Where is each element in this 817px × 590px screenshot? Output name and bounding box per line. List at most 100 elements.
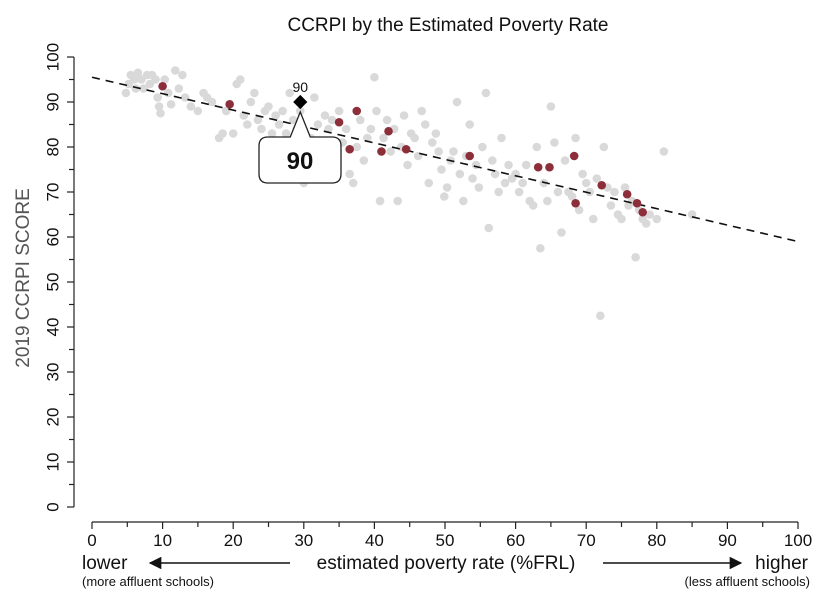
x-axis: 0 10 20 30 40 50 60 70 80 90 100 — [87, 521, 812, 550]
data-point — [264, 102, 273, 111]
data-point — [641, 219, 651, 228]
data-point — [403, 160, 412, 170]
data-point — [532, 142, 542, 152]
highlighted-data-point — [352, 106, 362, 116]
data-point — [606, 201, 616, 210]
data-point — [221, 106, 231, 116]
data-point — [163, 88, 173, 98]
data-point — [620, 183, 630, 192]
highlighted-data-point — [632, 198, 642, 208]
y-tick-label: 100 — [43, 43, 62, 71]
x-tick-label: 60 — [506, 531, 525, 550]
data-point — [599, 142, 609, 152]
data-point — [465, 120, 475, 129]
x-tick-label: 10 — [153, 531, 172, 550]
data-point — [455, 169, 465, 179]
data-point — [235, 75, 245, 84]
data-point — [186, 102, 196, 111]
data-point — [468, 174, 477, 183]
lower-note: (more affluent schools) — [82, 574, 214, 589]
data-point — [478, 142, 487, 152]
highlighted-data-point — [597, 180, 607, 190]
data-point — [567, 192, 577, 201]
data-point — [359, 156, 369, 165]
data-point — [488, 156, 497, 165]
school-callout: 90 90 — [258, 79, 342, 184]
data-point — [417, 106, 427, 116]
data-point — [574, 205, 584, 215]
data-point — [166, 99, 176, 109]
x-tick-label: 20 — [224, 531, 243, 550]
y-tick-label: 60 — [43, 228, 62, 247]
data-point — [528, 201, 538, 210]
data-point — [334, 106, 344, 116]
highlighted-school-marker — [293, 94, 308, 110]
x-axis-label: estimated poverty rate (%FRL) — [317, 553, 576, 574]
data-point — [536, 243, 545, 253]
higher-label: higher — [755, 553, 808, 574]
data-point — [133, 68, 143, 78]
data-point — [546, 102, 556, 111]
data-point — [151, 75, 160, 84]
data-point — [366, 124, 376, 134]
callout-box — [258, 110, 342, 184]
data-point — [178, 70, 187, 80]
x-tick-label: 30 — [294, 531, 313, 550]
data-point — [271, 111, 280, 120]
y-axis: 0 10 20 30 40 50 60 70 80 90 100 — [43, 43, 75, 512]
y-tick-label: 70 — [43, 183, 62, 202]
data-point — [474, 183, 484, 192]
chart-title: CCRPI by the Estimated Poverty Rate — [287, 15, 608, 36]
data-point — [160, 75, 170, 84]
data-point — [437, 165, 446, 174]
callout-value: 90 — [287, 148, 314, 175]
data-point — [139, 84, 148, 93]
data-point — [345, 169, 354, 179]
data-point — [257, 124, 266, 134]
data-point — [379, 133, 388, 143]
data-point — [285, 88, 294, 98]
data-point — [274, 120, 284, 129]
data-point — [180, 93, 190, 102]
data-point — [592, 174, 602, 183]
highlighted-points — [158, 81, 647, 217]
highlighted-data-point — [638, 207, 647, 217]
data-point — [253, 115, 263, 125]
data-point — [571, 133, 580, 143]
data-point — [514, 187, 524, 197]
data-point — [659, 147, 669, 156]
data-point — [375, 196, 385, 206]
data-point — [439, 192, 449, 201]
y-tick-label: 30 — [43, 363, 62, 382]
data-point — [494, 187, 503, 197]
highlighted-data-point — [569, 151, 579, 161]
data-point — [578, 169, 587, 179]
trend-line — [91, 76, 799, 243]
y-tick-label: 0 — [43, 502, 62, 511]
data-point — [500, 178, 510, 188]
x-tick-label: 70 — [577, 531, 596, 550]
data-point — [631, 252, 640, 262]
x-axis-annotation: lower estimated poverty rate (%FRL) high… — [82, 553, 810, 589]
data-point — [481, 88, 491, 98]
data-point — [352, 142, 362, 152]
data-point — [171, 66, 180, 75]
x-tick-label: 50 — [436, 531, 455, 550]
data-point — [243, 120, 252, 129]
data-point — [521, 160, 531, 170]
highlighted-data-point — [401, 144, 411, 154]
data-point — [250, 88, 259, 98]
data-point — [459, 196, 468, 206]
data-point — [560, 156, 570, 165]
data-point — [452, 97, 462, 107]
higher-note: (less affluent schools) — [685, 574, 811, 589]
data-point — [327, 115, 337, 125]
data-point — [581, 178, 591, 188]
highlighted-school-label: 90 — [292, 79, 308, 95]
data-point — [320, 111, 330, 120]
y-axis-label: 2019 CCRPI SCORE — [13, 188, 34, 368]
data-point — [393, 196, 402, 206]
data-point — [434, 147, 443, 156]
data-point — [313, 120, 323, 129]
